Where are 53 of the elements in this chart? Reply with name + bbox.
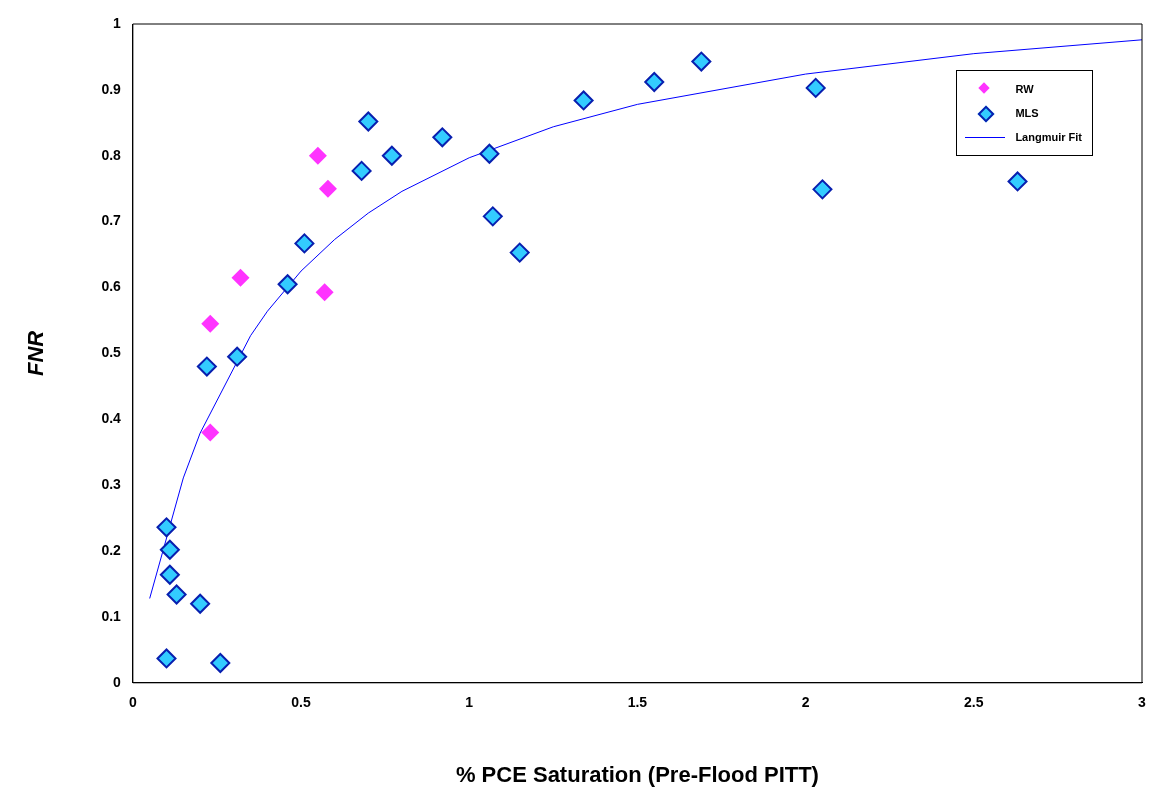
point <box>156 648 177 669</box>
point <box>156 517 177 538</box>
point <box>351 160 372 181</box>
y-tick-label: 0 <box>113 673 122 690</box>
x-tick-label: 0.5 <box>291 694 311 711</box>
point <box>159 564 180 585</box>
point <box>432 127 453 148</box>
point <box>381 145 402 166</box>
y-axis-title: FNR <box>23 330 49 377</box>
point <box>1007 171 1028 192</box>
point <box>190 593 211 614</box>
y-tick-label: 0.7 <box>101 212 122 229</box>
x-tick-label: 2 <box>801 694 810 711</box>
x-tick-label: 1 <box>465 694 474 711</box>
point <box>196 356 217 377</box>
point <box>166 584 187 605</box>
legend-label: MLS <box>1015 107 1039 119</box>
y-tick-label: 0.5 <box>101 344 122 361</box>
y-tick-label: 1 <box>113 14 122 31</box>
point <box>318 179 337 198</box>
legend-label: RW <box>1015 83 1034 95</box>
point <box>812 179 833 200</box>
x-tick-label: 2.5 <box>964 694 984 711</box>
y-tick-label: 0.8 <box>101 146 122 163</box>
point <box>479 143 500 164</box>
y-tick-label: 0.3 <box>101 476 122 493</box>
point <box>227 346 248 367</box>
point <box>805 77 826 98</box>
y-tick-label: 0.6 <box>101 278 122 295</box>
legend-label: Langmuir Fit <box>1015 131 1082 143</box>
y-tick-label: 0.2 <box>101 541 122 558</box>
point <box>231 268 250 287</box>
point <box>308 146 327 165</box>
point <box>201 314 220 333</box>
point <box>691 51 712 72</box>
point <box>358 111 379 132</box>
point <box>644 71 665 92</box>
point <box>210 653 231 674</box>
point <box>294 233 315 254</box>
x-axis-title: % PCE Saturation (Pre-Flood PITT) <box>455 761 819 787</box>
point <box>482 206 503 227</box>
x-tick-label: 0 <box>128 694 137 711</box>
point <box>201 423 220 442</box>
x-tick-label: 3 <box>1138 694 1147 711</box>
y-tick-label: 0.4 <box>101 410 122 427</box>
point <box>509 242 530 263</box>
y-tick-label: 0.9 <box>101 80 122 97</box>
point <box>277 274 298 295</box>
point <box>573 90 594 111</box>
x-tick-label: 1.5 <box>627 694 648 711</box>
y-tick-label: 0.1 <box>101 607 122 624</box>
point <box>315 283 334 302</box>
point <box>159 539 180 560</box>
